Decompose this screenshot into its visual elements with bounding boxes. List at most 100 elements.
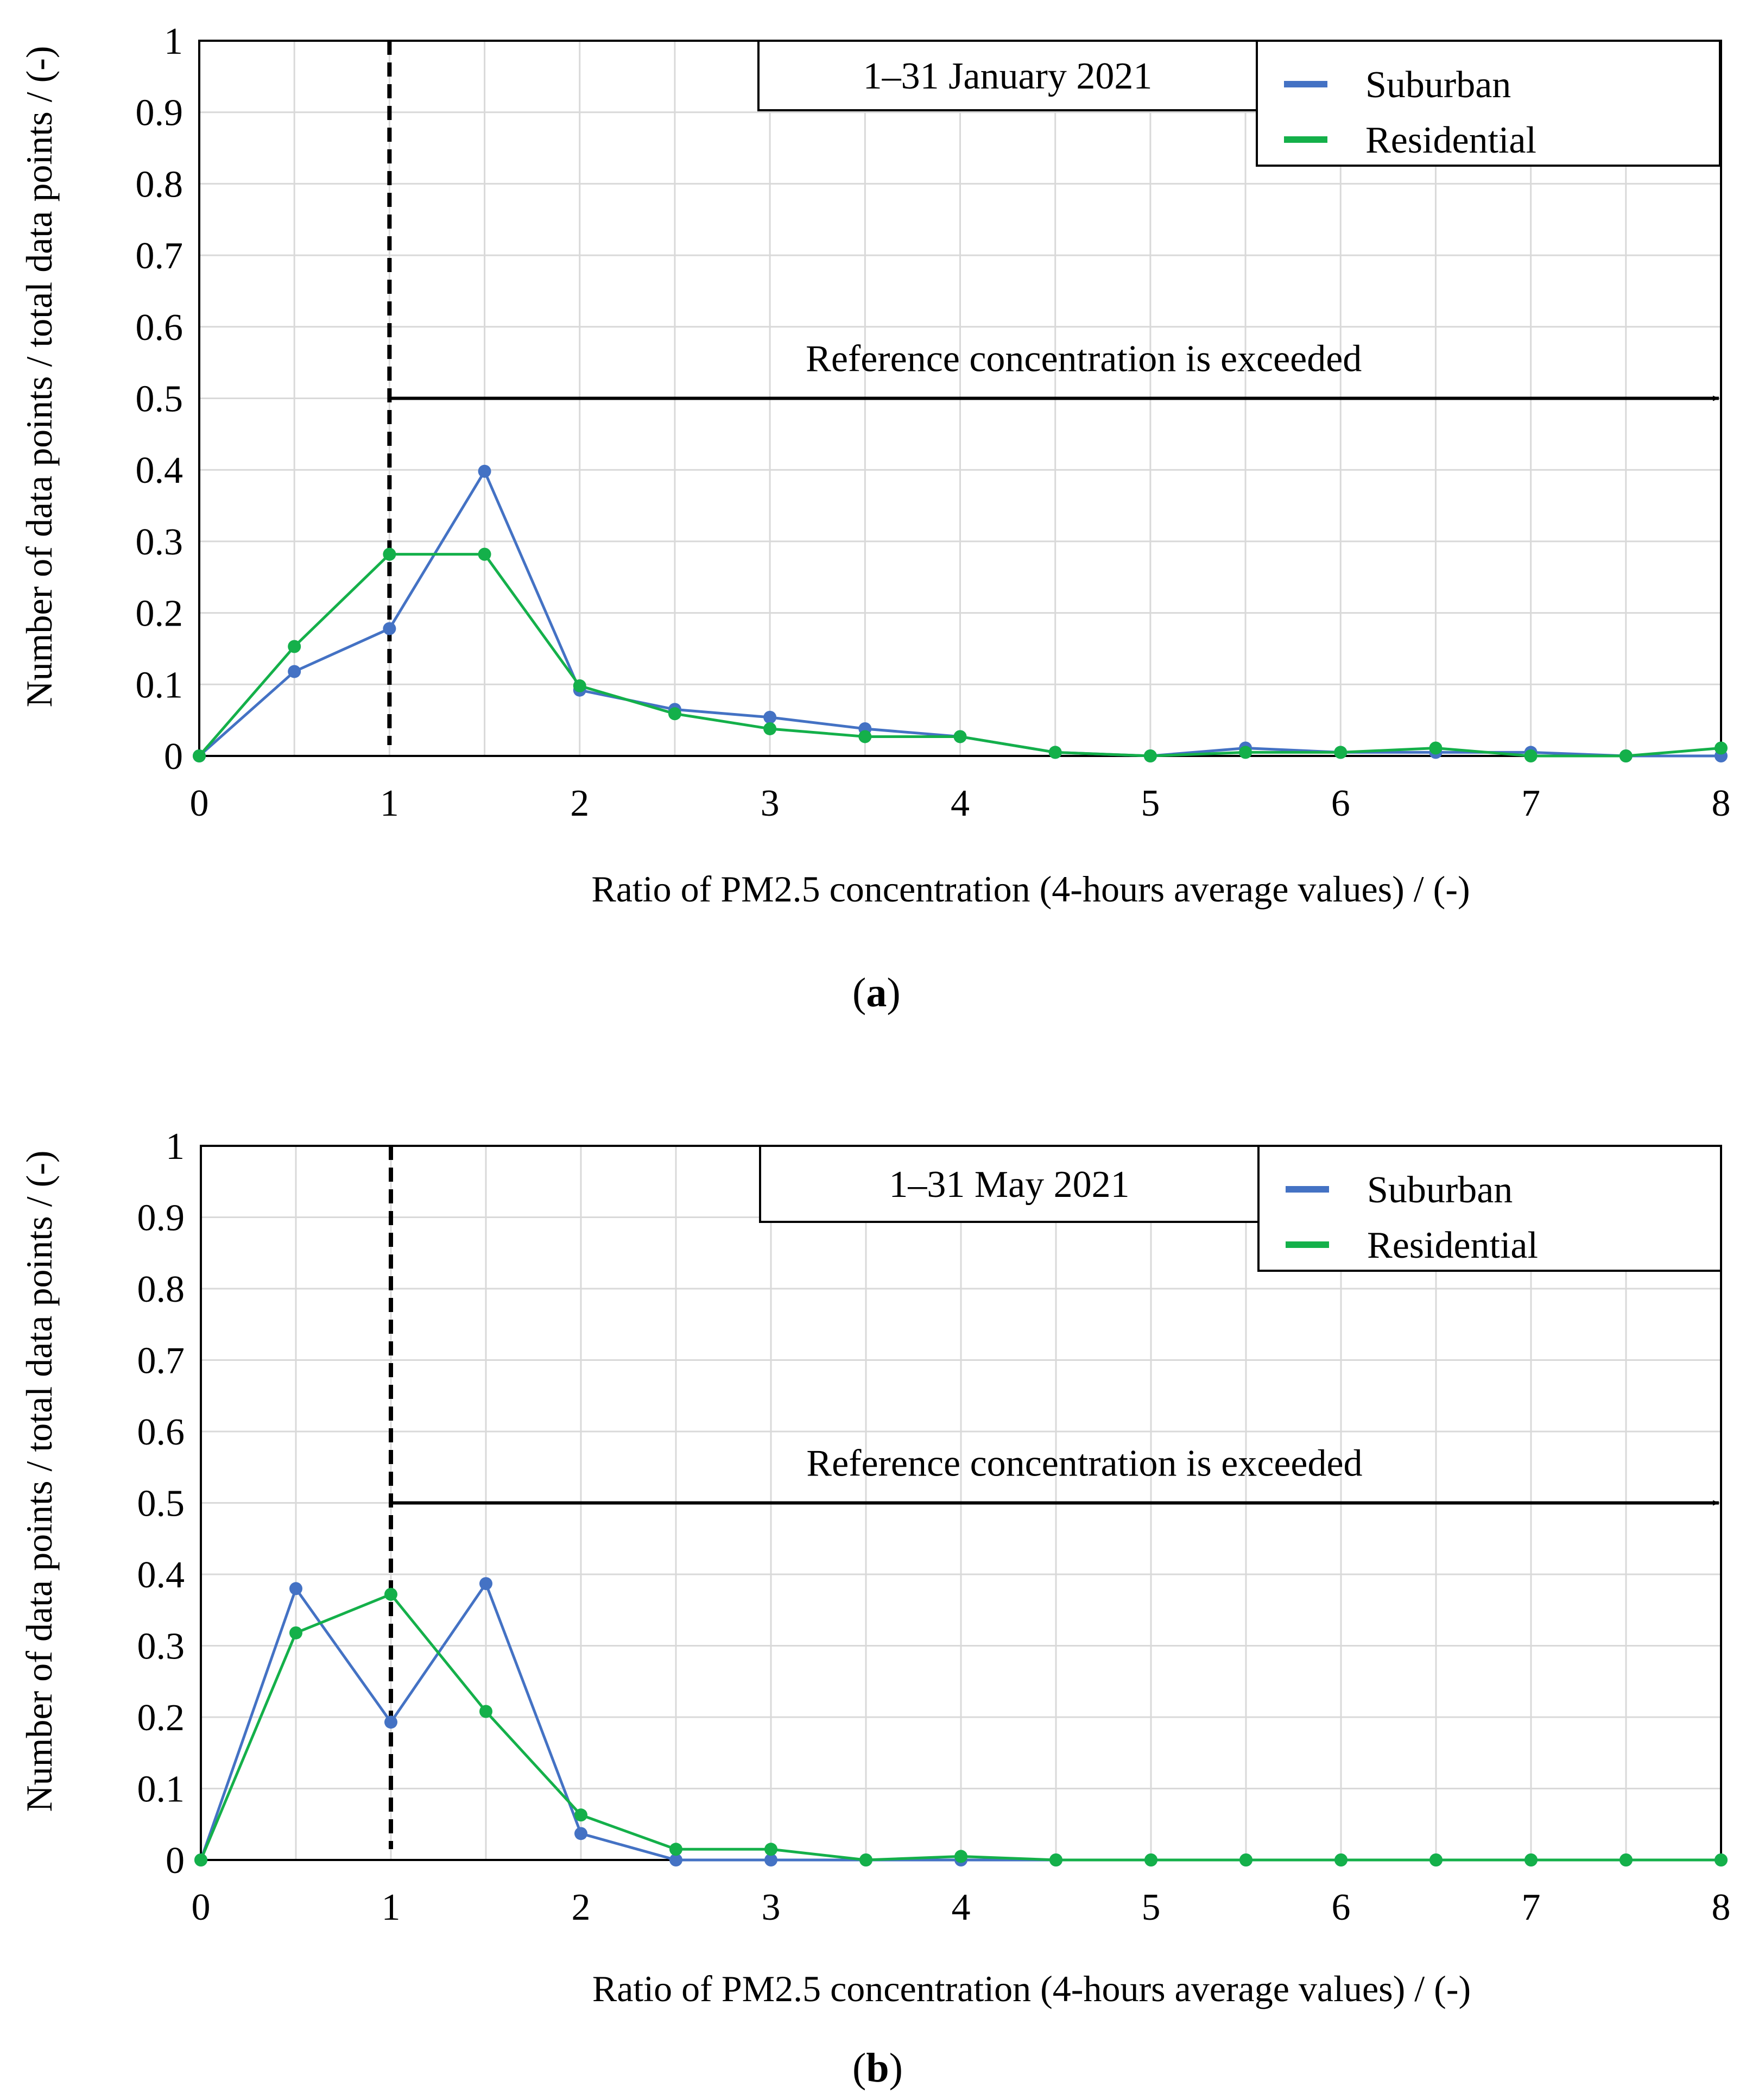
- y-tick-label: 0.3: [137, 1626, 185, 1668]
- legend-box: [1256, 40, 1721, 167]
- data-point-residential: [858, 730, 872, 743]
- data-point-residential: [383, 547, 396, 561]
- data-point-residential: [384, 1587, 397, 1601]
- data-point-residential: [1143, 749, 1157, 762]
- y-tick-label: 0.1: [136, 664, 184, 706]
- x-tick-label: 1: [382, 1887, 401, 1928]
- data-point-residential: [1239, 746, 1252, 759]
- data-point-suburban: [764, 1853, 777, 1866]
- y-tick-label: 0: [166, 1840, 185, 1882]
- x-tick-label: 3: [761, 783, 780, 824]
- y-tick-label: 0.4: [137, 1554, 185, 1596]
- data-point-residential: [479, 1705, 492, 1718]
- data-point-residential: [1619, 749, 1633, 762]
- legend-label-suburban: Suburban: [1365, 64, 1511, 106]
- x-tick-label: 4: [951, 783, 970, 824]
- legend-label-residential: Residential: [1365, 119, 1536, 161]
- data-point-suburban: [669, 1853, 682, 1866]
- data-point-residential: [193, 749, 206, 762]
- panel-label-b-text: b: [866, 2045, 889, 2091]
- chart-title: 1–31 May 2021: [889, 1164, 1129, 1206]
- data-point-residential: [288, 640, 301, 653]
- data-point-suburban: [574, 1827, 587, 1840]
- data-point-residential: [1524, 1853, 1538, 1866]
- legend-label-suburban: Suburban: [1367, 1169, 1513, 1211]
- x-tick-label: 2: [572, 1887, 591, 1928]
- chart-title: 1–31 January 2021: [863, 55, 1153, 97]
- y-tick-label: 0.6: [136, 307, 184, 349]
- panel-label-a-text: a: [866, 970, 887, 1016]
- data-point-residential: [1715, 1853, 1728, 1866]
- y-tick-label: 0.2: [136, 593, 184, 635]
- y-tick-label: 1: [164, 21, 183, 62]
- data-point-residential: [1429, 1853, 1443, 1866]
- data-point-suburban: [288, 665, 301, 678]
- y-tick-label: 0: [164, 736, 183, 778]
- data-point-suburban: [763, 710, 777, 724]
- panel-label-b: (b): [852, 2045, 903, 2091]
- data-point-residential: [953, 730, 967, 743]
- x-tick-label: 6: [1332, 1887, 1351, 1928]
- data-point-residential: [574, 1808, 587, 1822]
- x-tick-label: 1: [380, 783, 399, 824]
- data-point-suburban: [479, 1577, 492, 1591]
- data-point-residential: [764, 1843, 777, 1856]
- x-axis-label: Ratio of PM2.5 concentration (4-hours av…: [592, 1968, 1471, 2009]
- y-tick-label: 1: [166, 1126, 185, 1168]
- data-point-residential: [668, 707, 681, 721]
- data-point-residential: [1144, 1853, 1157, 1866]
- x-tick-label: 4: [952, 1887, 971, 1928]
- panel-label-a: (a): [852, 970, 901, 1016]
- data-point-residential: [1429, 741, 1443, 755]
- chart-panel-b: 0 0.1 0.2 0.3 0.4 0.5 0.6 0.7 0.8 0.9 1 0 1 2 3 4 5 6 7 8 Ra…: [18, 1126, 1731, 2009]
- x-tick-label: 7: [1521, 783, 1540, 824]
- x-tick-label: 0: [192, 1887, 211, 1928]
- x-tick-label: 5: [1142, 1887, 1161, 1928]
- data-point-residential: [1620, 1853, 1633, 1866]
- data-point-suburban: [383, 622, 396, 635]
- data-point-residential: [1334, 1853, 1348, 1866]
- y-tick-label: 0.9: [137, 1197, 185, 1239]
- x-tick-label: 3: [762, 1887, 781, 1928]
- data-point-residential: [669, 1843, 682, 1856]
- y-tick-label: 0.7: [137, 1340, 185, 1382]
- legend-box: [1257, 1145, 1722, 1272]
- x-tick-label: 8: [1712, 1887, 1731, 1928]
- data-point-suburban: [478, 464, 491, 478]
- x-tick-label: 8: [1712, 783, 1731, 824]
- y-tick-label: 0.4: [136, 450, 184, 491]
- annotation-text: Reference concentration is exceeded: [806, 338, 1362, 380]
- data-point-residential: [478, 547, 491, 561]
- y-tick-label: 0.8: [137, 1269, 185, 1310]
- y-tick-label: 0.6: [137, 1411, 185, 1453]
- data-point-residential: [194, 1853, 207, 1866]
- y-axis-label: Number of data points / total data point…: [18, 1150, 60, 1812]
- data-point-suburban: [384, 1716, 397, 1729]
- data-point-residential: [1048, 746, 1062, 759]
- y-tick-label: 0.3: [136, 521, 184, 563]
- data-point-residential: [859, 1853, 872, 1866]
- y-tick-label: 0.8: [136, 163, 184, 205]
- y-tick-label: 0.1: [137, 1769, 185, 1811]
- y-tick-label: 0.7: [136, 235, 184, 277]
- x-tick-label: 2: [570, 783, 589, 824]
- x-tick-label: 0: [190, 783, 209, 824]
- annotation-text: Reference concentration is exceeded: [806, 1443, 1362, 1485]
- y-axis-label: Number of data points / total data point…: [18, 46, 60, 707]
- chart-title-box: [759, 1145, 1260, 1223]
- x-axis-label: Ratio of PM2.5 concentration (4-hours av…: [591, 868, 1470, 910]
- y-tick-label: 0.5: [137, 1483, 185, 1525]
- y-tick-label: 0.5: [136, 379, 184, 420]
- x-tick-label: 6: [1331, 783, 1350, 824]
- data-point-residential: [954, 1850, 967, 1863]
- x-tick-label: 7: [1522, 1887, 1541, 1928]
- x-tick-label: 5: [1141, 783, 1160, 824]
- chart-title-box: [757, 40, 1258, 111]
- data-point-residential: [763, 722, 777, 735]
- data-point-residential: [1524, 749, 1538, 762]
- y-tick-label: 0.2: [137, 1697, 185, 1739]
- legend-label-residential: Residential: [1367, 1225, 1538, 1266]
- data-point-residential: [1334, 746, 1348, 759]
- data-point-residential: [1239, 1853, 1252, 1866]
